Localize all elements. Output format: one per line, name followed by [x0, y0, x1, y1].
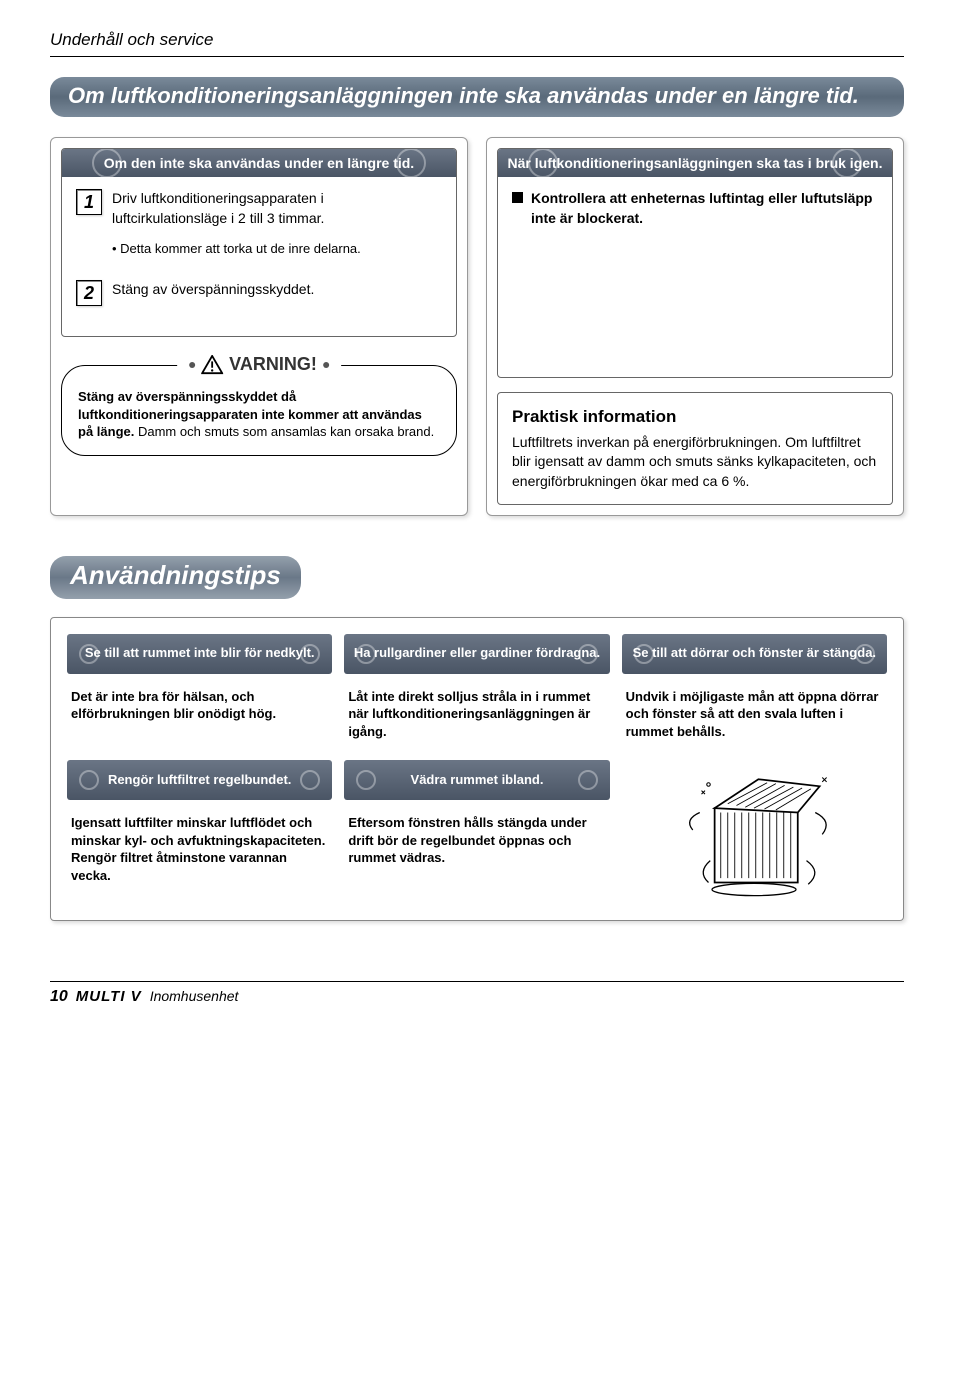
tip-2-head: Ha rullgardiner eller gardiner fördragna… — [344, 634, 609, 674]
tips-card: Se till att rummet inte blir för nedkylt… — [50, 617, 904, 922]
warning-body: Stäng av överspänningsskyddet då luftkon… — [78, 388, 440, 441]
tips-banner: Användningstips — [50, 556, 301, 599]
tips-section: Användningstips Se till att rummet inte … — [50, 556, 904, 922]
tip-2: Ha rullgardiner eller gardiner fördragna… — [344, 634, 609, 745]
right-instruction-box: När luftkonditioneringsanläggningen ska … — [497, 148, 893, 378]
warning-label-text: VARNING! — [229, 352, 317, 376]
tip-5: Vädra rummet ibland. Eftersom fönstren h… — [344, 760, 609, 904]
tip-4: Rengör luftfiltret regelbundet. Igensatt… — [67, 760, 332, 904]
tip-illustration-col — [622, 760, 887, 904]
tip-1-body: Det är inte bra för hälsan, och elförbru… — [67, 674, 332, 727]
page-footer: 10 MULTI V Inomhusenhet — [50, 981, 904, 1006]
tips-row-1: Se till att rummet inte blir för nedkylt… — [67, 634, 887, 745]
checklist-item: Kontrollera att enheternas luftintag ell… — [512, 189, 878, 228]
warning-dot-left — [189, 362, 195, 368]
checklist-text: Kontrollera att enheternas luftintag ell… — [531, 189, 878, 228]
two-column-layout: Om den inte ska användas under en längre… — [50, 137, 904, 516]
tip-1: Se till att rummet inte blir för nedkylt… — [67, 634, 332, 745]
warning-triangle-icon — [201, 355, 223, 375]
tip-5-body: Eftersom fönstren hålls stängda under dr… — [344, 800, 609, 871]
brand-logo-text: MULTI V — [76, 988, 142, 1005]
warning-dot-right — [323, 362, 329, 368]
left-instruction-box: Om den inte ska användas under en längre… — [61, 148, 457, 337]
square-bullet-icon — [512, 192, 523, 203]
step-2-text: Stäng av överspänningsskyddet. — [112, 280, 314, 300]
tip-3-head: Se till att dörrar och fönster är stängd… — [622, 634, 887, 674]
main-section-banner: Om luftkonditioneringsanläggningen inte … — [50, 77, 904, 117]
right-box-heading: När luftkonditioneringsanläggningen ska … — [498, 149, 892, 177]
tip-1-head: Se till att rummet inte blir för nedkylt… — [67, 634, 332, 674]
practical-info-box: Praktisk information Luftfiltrets inverk… — [497, 392, 893, 505]
right-box-body: Kontrollera att enheternas luftintag ell… — [498, 177, 892, 246]
left-outer-card: Om den inte ska användas under en längre… — [50, 137, 468, 516]
left-box-heading: Om den inte ska användas under en längre… — [62, 149, 456, 177]
warning-rest-text: Damm och smuts som ansamlas kan orsaka b… — [138, 424, 434, 439]
product-name: Inomhusenhet — [150, 988, 239, 1004]
tip-5-head: Vädra rummet ibland. — [344, 760, 609, 800]
tip-4-body: Igensatt luftfilter minskar luftflödet o… — [67, 800, 332, 888]
left-box-body: 1 Driv luftkonditioneringsapparaten i lu… — [62, 177, 456, 336]
warning-box: VARNING! Stäng av överspänningsskyddet d… — [61, 365, 457, 456]
step-1-number: 1 — [76, 189, 102, 215]
right-outer-card: När luftkonditioneringsanläggningen ska … — [486, 137, 904, 516]
practical-info-title: Praktisk information — [512, 405, 878, 429]
step-2-number: 2 — [76, 280, 102, 306]
step-1-text: Driv luftkonditioneringsapparaten i luft… — [112, 189, 442, 228]
step-2-row: 2 Stäng av överspänningsskyddet. — [76, 280, 442, 306]
tip-2-body: Låt inte direkt solljus stråla in i rumm… — [344, 674, 609, 745]
tip-4-head: Rengör luftfiltret regelbundet. — [67, 760, 332, 800]
practical-info-body: Luftfiltrets inverkan på energiförbrukni… — [512, 433, 878, 492]
tip-3-body: Undvik i möjligaste mån att öppna dörrar… — [622, 674, 887, 745]
step-1-row: 1 Driv luftkonditioneringsapparaten i lu… — [76, 189, 442, 228]
ac-unit-icon — [664, 760, 844, 900]
page-header: Underhåll och service — [50, 30, 904, 57]
step-1-subtext: • Detta kommer att torka ut de inre dela… — [112, 240, 442, 258]
warning-label: VARNING! — [177, 352, 341, 376]
tip-3: Se till att dörrar och fönster är stängd… — [622, 634, 887, 745]
tips-row-2: Rengör luftfiltret regelbundet. Igensatt… — [67, 760, 887, 904]
page-number: 10 — [50, 988, 68, 1006]
ac-illustration — [622, 760, 887, 904]
